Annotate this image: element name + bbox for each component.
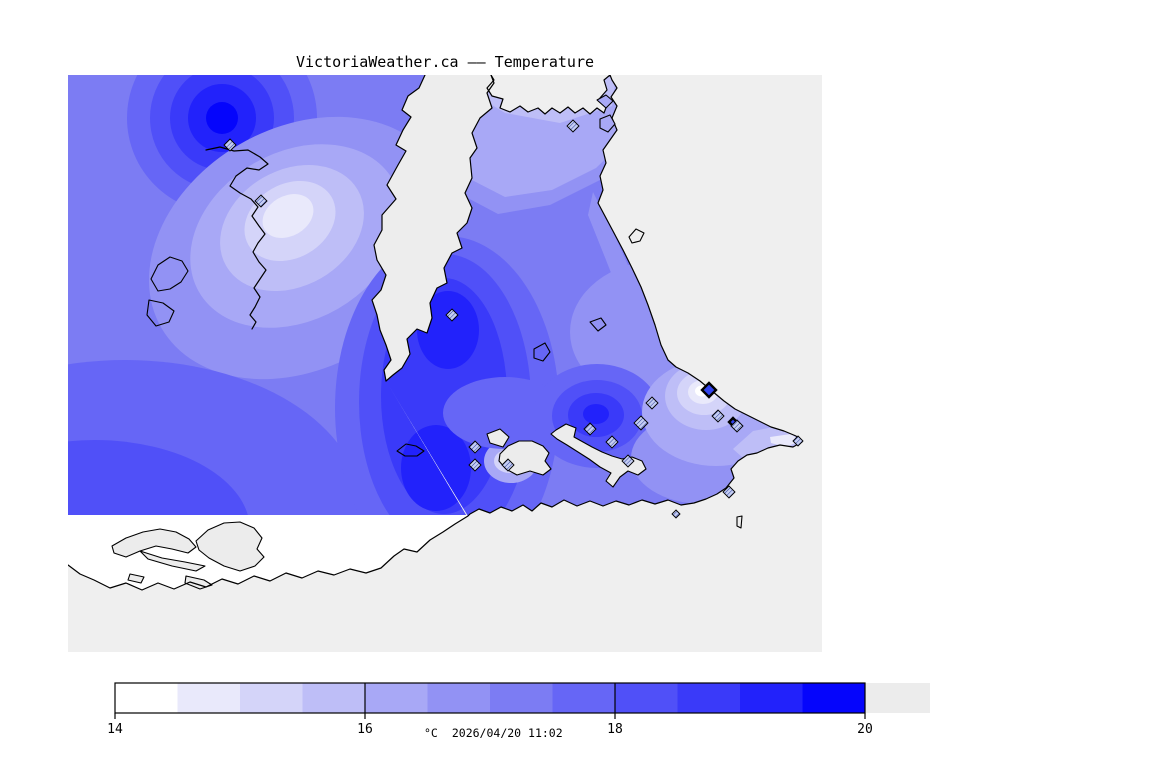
- colorbar-segment: [615, 683, 678, 713]
- colorbar-segment: [740, 683, 803, 713]
- station-markers: [223, 119, 804, 519]
- temperature-map: [68, 75, 822, 652]
- colorbar-tick-label: 20: [857, 722, 873, 737]
- colorbar-segment: [490, 683, 553, 713]
- station-marker[interactable]: [605, 435, 619, 449]
- colorbar-canvas: 14 16 18 20: [107, 682, 930, 737]
- page-title: VictoriaWeather.ca —— Temperature: [295, 53, 594, 71]
- footer-caption: °C 2026/04/20 11:02: [424, 726, 563, 740]
- station-marker[interactable]: [730, 419, 744, 433]
- timestamp-label: 2026/04/20 11:02: [451, 726, 563, 740]
- colorbar-tick-label: 18: [607, 722, 623, 737]
- colorbar-segment: [552, 683, 616, 713]
- station-marker[interactable]: [711, 409, 725, 423]
- colorbar-segment: [365, 683, 428, 713]
- station-marker[interactable]: [223, 138, 237, 152]
- colorbar-tick-label: 16: [357, 722, 373, 737]
- station-marker-dark[interactable]: [700, 381, 718, 399]
- colorbar-segment: [427, 683, 491, 713]
- station-marker[interactable]: [468, 458, 482, 472]
- station-marker[interactable]: [583, 422, 597, 436]
- colorbar: 14 16 18 20: [100, 676, 945, 740]
- station-marker[interactable]: [621, 454, 635, 468]
- colorbar-segment: [802, 683, 866, 713]
- station-marker[interactable]: [722, 485, 736, 499]
- colorbar-segment: [677, 683, 741, 713]
- colorbar-segment: [115, 683, 178, 713]
- station-marker[interactable]: [501, 458, 515, 472]
- station-marker[interactable]: [254, 194, 268, 208]
- field-islands: [146, 228, 743, 529]
- offshore-islands: [111, 521, 265, 590]
- colorbar-tick-label: 14: [107, 722, 123, 737]
- station-marker[interactable]: [566, 119, 580, 133]
- station-marker[interactable]: [645, 396, 659, 410]
- station-marker[interactable]: [792, 435, 804, 447]
- inlet-wedge: [372, 75, 494, 381]
- colorbar-outline: [114, 682, 866, 714]
- colorbar-segment: [302, 683, 366, 713]
- offshore-islets: [596, 94, 616, 133]
- station-marker[interactable]: [468, 440, 482, 454]
- colorbar-segment: [240, 683, 303, 713]
- station-marker[interactable]: [671, 509, 681, 519]
- temperature-map-canvas[interactable]: [68, 75, 822, 652]
- colorbar-segment: [177, 683, 241, 713]
- station-marker[interactable]: [445, 308, 459, 322]
- units-label: °C: [424, 726, 438, 740]
- station-marker[interactable]: [633, 415, 649, 431]
